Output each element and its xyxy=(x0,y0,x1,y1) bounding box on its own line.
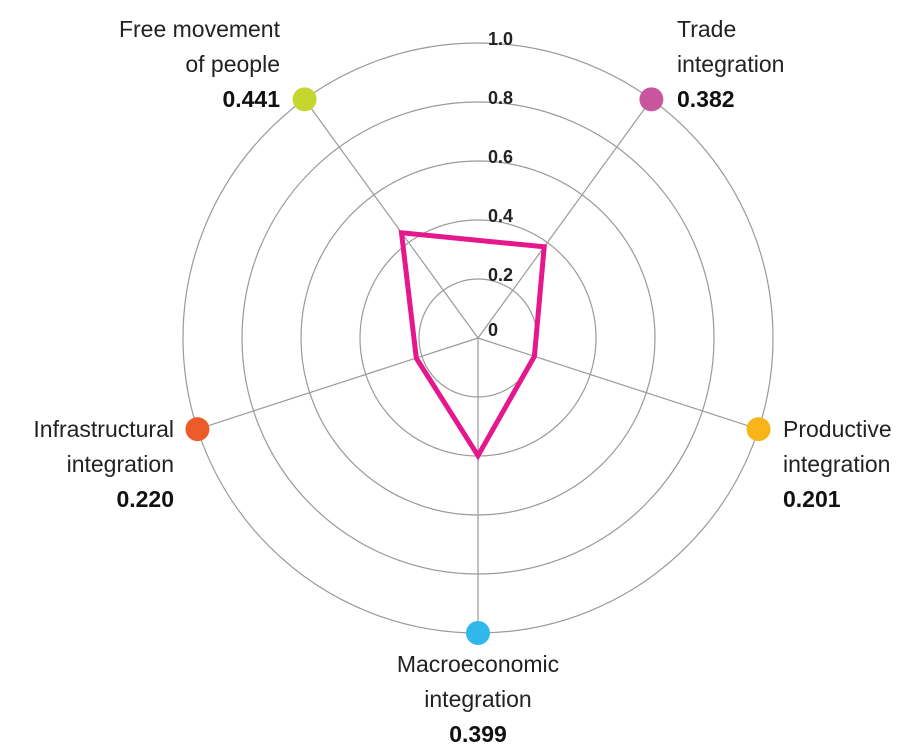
category-label: Infrastructural integration xyxy=(33,416,174,477)
axis-dot xyxy=(185,417,210,442)
axis-spoke xyxy=(477,98,652,339)
axis-dot xyxy=(292,87,317,112)
value-label: 0.382 xyxy=(677,86,735,112)
category-label: Productive integration xyxy=(783,416,892,477)
value-label: 0.220 xyxy=(116,486,174,512)
axis-spoke xyxy=(197,337,479,430)
tick-label: 1.0 xyxy=(488,29,513,49)
value-label: 0.399 xyxy=(449,721,507,747)
category-label: Macroeconomic integration xyxy=(396,651,560,712)
axis-spoke xyxy=(477,337,759,430)
series-line xyxy=(398,230,547,461)
tick-label: 0.8 xyxy=(488,88,513,108)
tick-label: 0.4 xyxy=(488,206,513,226)
tick-label: 0.6 xyxy=(488,147,513,167)
category-label: Free movement of people xyxy=(118,16,280,77)
tick-label: 0 xyxy=(488,320,498,340)
axis-spoke xyxy=(304,98,479,339)
value-label: 0.201 xyxy=(783,486,841,512)
axis-dot xyxy=(746,417,771,442)
value-label: 0.441 xyxy=(222,86,280,112)
tick-label: 0.2 xyxy=(488,265,513,285)
axis-dot xyxy=(639,87,664,112)
category-label: Trade integration xyxy=(677,16,785,77)
axis-dot xyxy=(466,621,490,645)
